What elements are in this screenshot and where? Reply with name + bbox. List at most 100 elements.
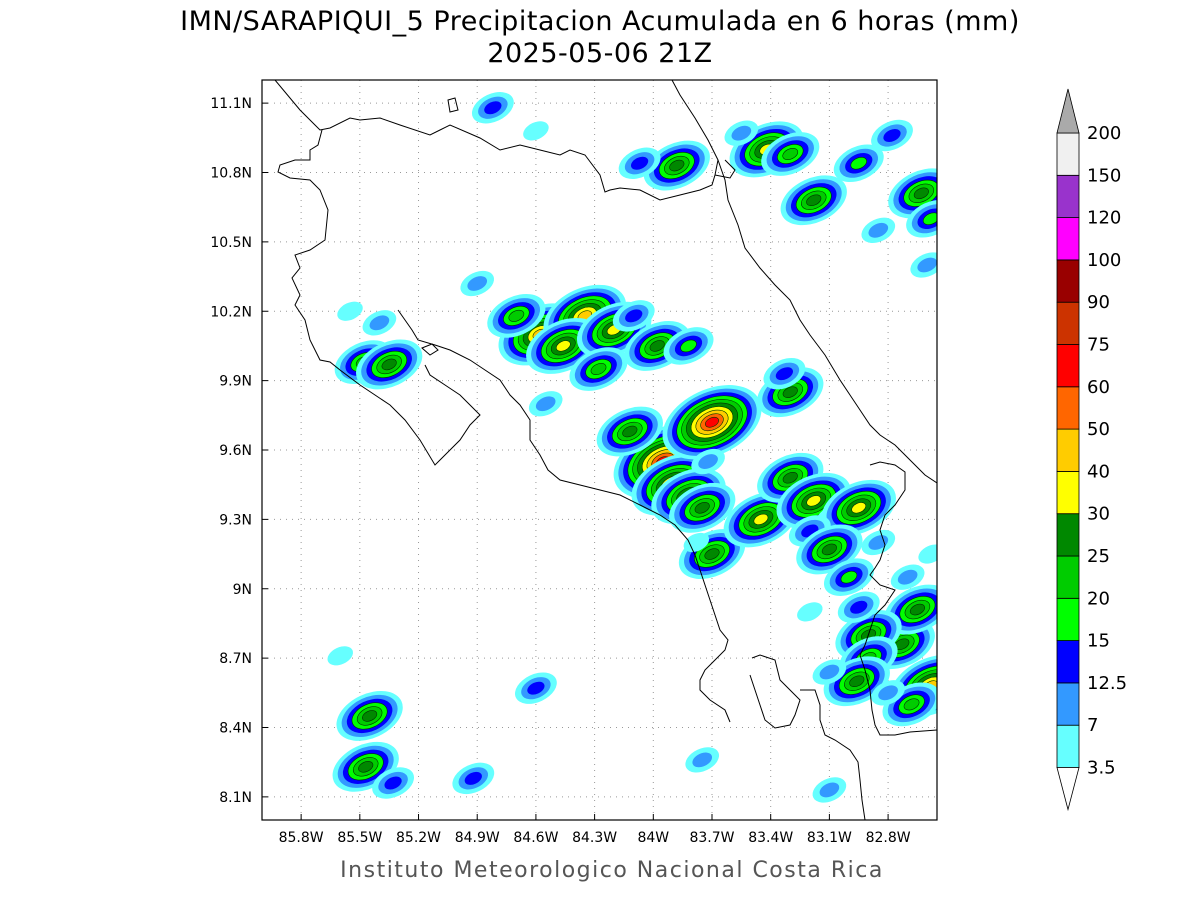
colorbar-label: 20 xyxy=(1087,588,1110,609)
precip-contour xyxy=(903,698,920,711)
colorbar-swatch xyxy=(1056,217,1080,261)
colorbar-label: 30 xyxy=(1087,504,1110,525)
precip-cell xyxy=(812,777,847,803)
precip-contour xyxy=(850,156,867,170)
precip-cell xyxy=(643,140,710,191)
lon-tick-label: 83.1W xyxy=(807,830,852,846)
map-title: IMN/SARAPIQUI_5 Precipitacion Acumulada … xyxy=(180,6,1020,37)
colorbar-top-arrow xyxy=(1056,88,1080,134)
lon-tick-label: 82.8W xyxy=(866,830,911,846)
island-north xyxy=(447,97,459,113)
precip-cell xyxy=(569,347,628,391)
precip-cell xyxy=(362,310,397,336)
precip-cell xyxy=(871,119,913,152)
lat-tick-label: 8.4N xyxy=(219,721,252,737)
lat-tick-label: 9.3N xyxy=(219,512,252,528)
precip-cell xyxy=(871,680,905,706)
colorbar-label: 25 xyxy=(1087,546,1110,567)
precip-contour xyxy=(698,454,718,469)
lon-tick-label: 85.8W xyxy=(279,830,324,846)
colorbar-label: 150 xyxy=(1087,165,1121,186)
colorbar-swatch xyxy=(1056,470,1080,515)
precip-contour xyxy=(704,548,720,560)
precip-contour xyxy=(806,194,822,207)
precip-contour xyxy=(782,471,798,484)
precip-cell xyxy=(612,300,655,332)
colorbar-label: 90 xyxy=(1087,292,1110,313)
precip-cell xyxy=(618,147,661,179)
colorbar-label: 60 xyxy=(1087,377,1110,398)
nicaragua-border xyxy=(714,159,736,179)
precip-cell xyxy=(452,762,495,795)
colorbar-swatch xyxy=(1056,513,1080,557)
precip-cell xyxy=(327,646,354,666)
precip-contour xyxy=(523,121,549,141)
precip-cell xyxy=(487,294,546,338)
precip-contour xyxy=(918,544,937,564)
precip-contour xyxy=(327,646,354,666)
colorbar-swatch xyxy=(1056,259,1080,303)
precip-contour xyxy=(467,276,488,291)
precip-cell xyxy=(662,385,762,460)
precip-cell xyxy=(890,564,925,590)
precip-contour xyxy=(917,257,937,273)
colorbar-swatch xyxy=(1056,174,1080,219)
precip-contour xyxy=(683,532,710,553)
lat-tick-label: 10.2N xyxy=(210,304,252,320)
island-nicoya xyxy=(421,343,439,356)
precip-cell xyxy=(471,92,514,124)
colorbar-label: 12.5 xyxy=(1087,673,1127,694)
precip-contour xyxy=(782,148,799,160)
latitude-axis: 11.1N 10.8N 10.5N 10.2N 9.9N 9.6N 9.3N 9N 8.7N 8.… xyxy=(210,96,268,806)
precip-contour xyxy=(821,543,837,556)
precip-cell xyxy=(669,482,736,533)
lat-tick-label: 9.9N xyxy=(219,374,252,390)
lat-tick-label: 9.6N xyxy=(219,443,252,459)
precip-cell xyxy=(336,691,403,741)
colorbar-label: 3.5 xyxy=(1087,758,1116,779)
colorbar-label: 50 xyxy=(1087,419,1110,440)
precip-contour xyxy=(669,159,685,172)
colorbar-label: 15 xyxy=(1087,631,1110,652)
precip-contour xyxy=(806,495,822,507)
precip-contour xyxy=(731,125,752,141)
precip-contour xyxy=(775,367,794,381)
precip-cell xyxy=(685,747,720,773)
colorbar-swatch xyxy=(1056,555,1080,599)
lon-tick-label: 83.7W xyxy=(689,830,734,846)
precip-contour xyxy=(508,309,525,322)
lat-tick-label: 10.8N xyxy=(210,166,252,182)
precip-contour xyxy=(913,187,929,200)
precip-contour xyxy=(909,603,925,616)
precip-cell xyxy=(523,121,549,141)
precip-cell xyxy=(861,217,896,243)
coastlines-and-borders xyxy=(274,80,937,820)
precip-cell xyxy=(906,199,937,238)
precip-contour xyxy=(849,675,865,688)
precip-cell xyxy=(837,591,880,623)
precip-contour xyxy=(484,101,502,115)
map-subtitle: 2025-05-06 21Z xyxy=(487,38,712,69)
precip-contour xyxy=(692,752,713,768)
precip-cell xyxy=(796,524,863,575)
precip-contour xyxy=(868,222,889,238)
precip-cell xyxy=(821,479,896,536)
precip-contour xyxy=(527,681,545,695)
precip-contour xyxy=(535,396,556,412)
colorbar-label: 40 xyxy=(1087,461,1110,482)
nicoya-gulf-coast xyxy=(397,309,731,723)
nicaragua-lake-shore xyxy=(274,80,719,201)
precip-contour xyxy=(555,340,571,352)
precip-contour xyxy=(922,212,937,226)
precip-cell xyxy=(596,406,663,457)
precip-contour xyxy=(337,301,363,321)
colorbar-swatch xyxy=(1056,301,1080,345)
precipitation-field xyxy=(327,92,937,803)
precip-contour xyxy=(850,600,868,614)
lon-tick-label: 84.6W xyxy=(513,830,558,846)
precip-cell xyxy=(761,132,820,176)
precip-cell xyxy=(763,357,806,390)
precip-contour xyxy=(625,309,643,323)
precip-contour xyxy=(649,340,665,352)
